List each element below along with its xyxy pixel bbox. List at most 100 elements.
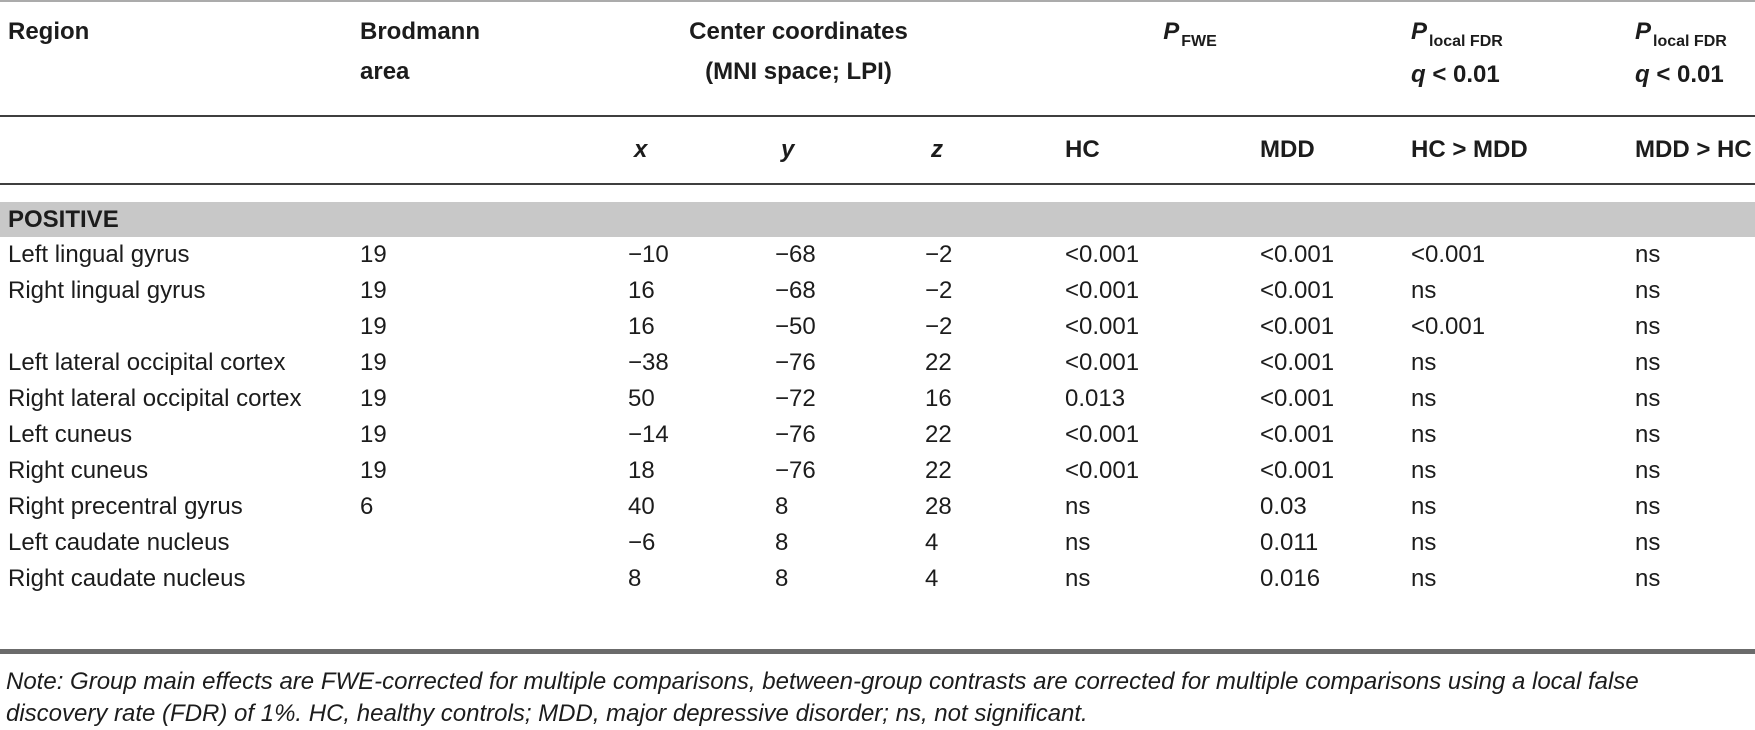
z-cell: 22 — [925, 421, 952, 448]
brodmann-cell — [360, 525, 628, 561]
header-row-groups: Region Brodmann area Center coordinates … — [0, 2, 1755, 117]
y-cell: 8 — [775, 565, 789, 592]
spacer-row — [0, 184, 1755, 202]
region-cell: Left cuneus — [8, 421, 133, 448]
mdd-gt-hc-cell: ns — [1635, 277, 1661, 304]
mdd-gt-hc-cell: ns — [1635, 313, 1661, 340]
mdd-cell: <0.001 — [1260, 421, 1335, 448]
header-hc-gt-mdd: HC > MDD — [1411, 116, 1635, 185]
header-x: x — [628, 116, 775, 185]
x-cell: 16 — [628, 313, 655, 340]
bottom-rule — [0, 649, 1755, 654]
header-empty-region — [0, 116, 360, 185]
mdd-gt-hc-cell: ns — [1635, 421, 1661, 448]
table-row: Right caudate nucleus 8 8 4 ns 0.016 ns … — [0, 561, 1755, 597]
hc-gt-mdd-cell: ns — [1411, 385, 1437, 412]
header-empty-brodmann — [360, 116, 628, 185]
q-threshold1-value: < 0.01 — [1425, 61, 1500, 88]
region-cell: Left caudate nucleus — [8, 529, 230, 556]
z-cell: −2 — [925, 241, 953, 268]
header-hc: HC — [1065, 116, 1260, 185]
header-coords-line1: Center coordinates — [689, 18, 908, 45]
section-label: POSITIVE — [0, 202, 1755, 237]
header-center-coordinates: Center coordinates (MNI space; LPI) — [628, 2, 1065, 117]
header-y: y — [775, 116, 925, 185]
hc-gt-mdd-cell: ns — [1411, 493, 1437, 520]
q-threshold2-value: < 0.01 — [1649, 61, 1724, 88]
brodmann-cell: 19 — [360, 385, 387, 412]
hc-gt-mdd-cell: ns — [1411, 277, 1437, 304]
mdd-cell: <0.001 — [1260, 313, 1335, 340]
mdd-gt-hc-cell: ns — [1635, 529, 1661, 556]
mdd-gt-hc-cell: ns — [1635, 457, 1661, 484]
hc-cell: ns — [1065, 493, 1091, 520]
y-cell: −76 — [775, 349, 816, 376]
header-mdd-gt-hc: MDD > HC — [1635, 116, 1755, 185]
brodmann-cell: 19 — [360, 457, 387, 484]
x-cell: −14 — [628, 421, 669, 448]
p-localfdr1-subscript: local FDR — [1429, 33, 1503, 50]
p-fwe-symbol: P — [1163, 18, 1180, 45]
header-z: z — [925, 116, 1065, 185]
p-localfdr1-symbol: P — [1411, 18, 1428, 45]
hc-gt-mdd-cell: ns — [1411, 457, 1437, 484]
header-row-columns: x y z HC MDD HC > MDD MDD > HC — [0, 116, 1755, 185]
region-cell: Right lateral occipital cortex — [8, 385, 302, 412]
header-p-fwe: P FWE — [1065, 2, 1411, 117]
x-cell: 16 — [628, 277, 655, 304]
table-row: Left cuneus 19 −14 −76 22 <0.001 <0.001 … — [0, 417, 1755, 453]
hc-gt-mdd-cell: <0.001 — [1411, 313, 1486, 340]
hc-gt-mdd-cell: <0.001 — [1411, 241, 1486, 268]
header-brodmann-line2: area — [360, 58, 410, 85]
mdd-gt-hc-cell: ns — [1635, 565, 1661, 592]
x-cell: −38 — [628, 349, 669, 376]
x-cell: −6 — [628, 529, 656, 556]
x-cell: 8 — [628, 565, 642, 592]
hc-gt-mdd-cell: ns — [1411, 529, 1437, 556]
hc-cell: <0.001 — [1065, 241, 1140, 268]
table-row: Left lingual gyrus 19 −10 −68 −2 <0.001 … — [0, 237, 1755, 273]
header-mdd: MDD — [1260, 116, 1411, 185]
hc-cell: <0.001 — [1065, 421, 1140, 448]
table-row: Right precentral gyrus 6 40 8 28 ns 0.03… — [0, 489, 1755, 525]
table-row: Right lingual gyrus 19 16 −68 −2 <0.001 … — [0, 273, 1755, 309]
region-cell: Right lingual gyrus — [8, 277, 206, 304]
q-threshold1-q: q — [1411, 61, 1426, 88]
brodmann-cell: 19 — [360, 349, 387, 376]
mdd-cell: <0.001 — [1260, 457, 1335, 484]
x-cell: 18 — [628, 457, 655, 484]
z-cell: 22 — [925, 349, 952, 376]
note-text: Note: Group main effects are FWE-correct… — [6, 668, 1639, 727]
brodmann-cell: 6 — [360, 493, 374, 520]
y-cell: −76 — [775, 457, 816, 484]
z-cell: −2 — [925, 313, 953, 340]
brodmann-cell: 19 — [360, 421, 387, 448]
z-cell: −2 — [925, 277, 953, 304]
y-cell: −72 — [775, 385, 816, 412]
y-cell: 8 — [775, 529, 789, 556]
region-cell — [0, 309, 360, 345]
z-cell: 28 — [925, 493, 952, 520]
mdd-cell: <0.001 — [1260, 385, 1335, 412]
p-localfdr2-subscript: local FDR — [1653, 33, 1727, 50]
hc-gt-mdd-cell: ns — [1411, 349, 1437, 376]
z-cell: 22 — [925, 457, 952, 484]
hc-cell: ns — [1065, 565, 1091, 592]
region-cell: Right precentral gyrus — [8, 493, 243, 520]
y-cell: −50 — [775, 313, 816, 340]
region-cell: Right cuneus — [8, 457, 149, 484]
hc-cell: 0.013 — [1065, 385, 1126, 412]
table-row: Left caudate nucleus −6 8 4 ns 0.011 ns … — [0, 525, 1755, 561]
hc-cell: <0.001 — [1065, 457, 1140, 484]
section-row-positive: POSITIVE — [0, 202, 1755, 237]
hc-gt-mdd-cell: ns — [1411, 421, 1437, 448]
p-localfdr2-symbol: P — [1635, 18, 1652, 45]
y-cell: −76 — [775, 421, 816, 448]
hc-gt-mdd-cell: ns — [1411, 565, 1437, 592]
mdd-gt-hc-cell: ns — [1635, 349, 1661, 376]
brodmann-cell — [360, 561, 628, 597]
table-row: Right cuneus 19 18 −76 22 <0.001 <0.001 … — [0, 453, 1755, 489]
